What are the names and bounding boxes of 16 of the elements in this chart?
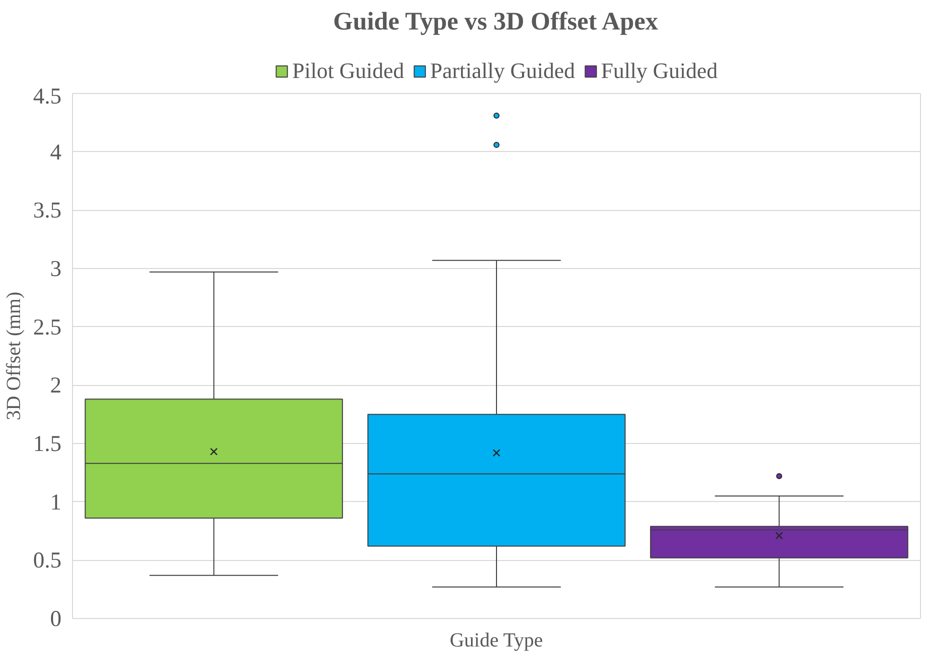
y-tick-label: 0	[50, 606, 62, 631]
y-axis-title: 3D Offset (mm)	[3, 292, 26, 420]
y-tick-label: 4.5	[33, 84, 62, 108]
x-axis-title: Guide Type	[450, 630, 544, 652]
legend-label: Fully Guided	[600, 58, 718, 84]
y-tick-label: 4	[50, 139, 62, 164]
y-tick-label: 3	[50, 256, 62, 281]
y-tick-label: 0.5	[33, 548, 62, 573]
y-tick-label: 1	[50, 489, 62, 514]
legend-label: Partially Guided	[430, 58, 575, 84]
y-tick-label: 2	[50, 372, 62, 398]
y-tick-label: 2.5	[33, 314, 62, 340]
y-tick-label: 1.5	[33, 431, 62, 456]
y-tick-label: 3.5	[33, 198, 62, 223]
legend-label: Pilot Guided	[292, 58, 404, 84]
chart-title: Guide Type vs 3D Offset Apex	[333, 8, 658, 36]
